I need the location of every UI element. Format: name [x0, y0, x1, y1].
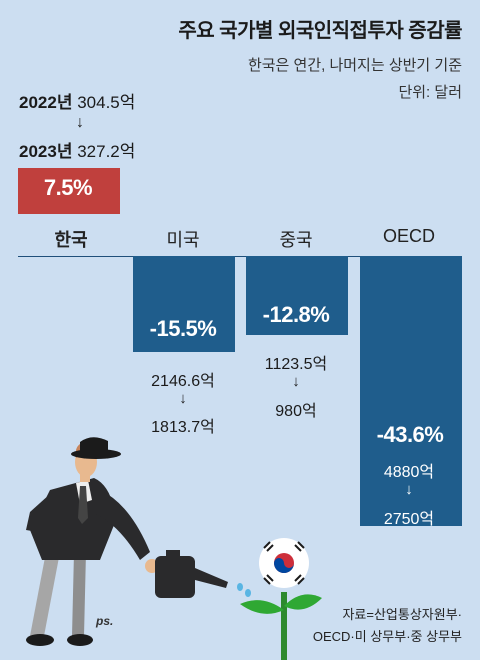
oecd-to-value: 2750억	[383, 511, 435, 528]
korea-2022-line: 2022년 304.5억	[19, 88, 135, 113]
bar-oecd	[360, 256, 462, 526]
us-to-value: 1813.7억	[151, 419, 215, 436]
korea-value-2023: 327.2억	[77, 142, 136, 161]
value-label-china: -12.8%	[262, 302, 330, 327]
oecd-change-arrow: ↓	[405, 481, 413, 498]
korea-year-2023: 2023년	[19, 142, 73, 161]
category-label-oecd: OECD	[382, 226, 435, 246]
china-change-arrow: ↓	[292, 373, 300, 390]
zero-axis-line	[18, 256, 460, 257]
bar-korea	[18, 168, 120, 214]
chart-title: 주요 국가별 외국인직접투자 증감률	[178, 20, 462, 42]
bar-us	[133, 256, 235, 352]
category-label-us: 미국	[166, 230, 200, 250]
china-from-value: 1123.5억	[264, 356, 328, 373]
korea-change-arrow: ↓	[76, 114, 84, 131]
korea-2023-line: 2023년 327.2억	[19, 137, 135, 162]
source-line-1: 자료=산업통상자원부·	[342, 607, 462, 622]
korea-value-2022: 304.5억	[77, 93, 136, 112]
value-label-korea: 7.5%	[43, 175, 93, 200]
us-change-arrow: ↓	[179, 390, 187, 407]
us-from-value: 2146.6억	[151, 373, 215, 390]
china-to-value: 980억	[275, 403, 317, 420]
bar-china	[246, 256, 348, 335]
value-label-us: -15.5%	[149, 316, 217, 341]
artist-signature: ps.	[96, 614, 114, 628]
source-line-2: OECD·미 상무부·중 상무부	[312, 629, 462, 644]
value-label-oecd: -43.6%	[376, 422, 444, 447]
category-label-china: 중국	[279, 230, 313, 250]
korea-year-2022: 2022년	[19, 93, 73, 112]
chart-subtitle: 한국은 연간, 나머지는 상반기 기준	[247, 57, 462, 74]
category-label-korea: 한국	[54, 230, 88, 250]
oecd-from-value: 4880억	[383, 464, 435, 481]
unit-label: 단위: 달러	[398, 84, 462, 101]
